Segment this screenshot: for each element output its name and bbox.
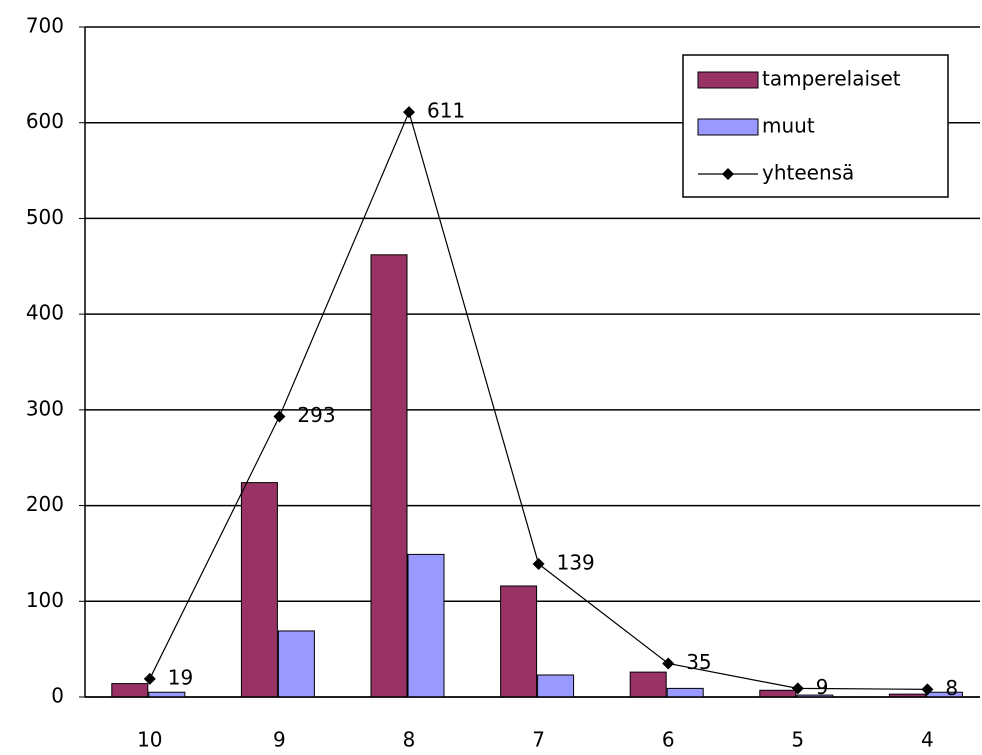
y-tick-label: 400 (26, 301, 64, 325)
marker (791, 682, 804, 695)
legend-label: tamperelaiset (762, 67, 901, 91)
y-tick-label: 300 (26, 396, 64, 420)
bar (537, 674, 575, 698)
x-tick-label: 5 (791, 728, 804, 752)
bar (277, 630, 315, 698)
data-label: 611 (427, 99, 465, 123)
y-tick-label: 600 (26, 109, 64, 133)
data-label: 139 (557, 550, 595, 574)
bar (500, 585, 538, 698)
x-tick-label: 8 (403, 728, 416, 752)
legend-label: yhteensä (762, 161, 854, 185)
data-label: 8 (945, 676, 958, 700)
data-label: 35 (686, 650, 711, 674)
data-label: 19 (168, 665, 193, 689)
legend-label: muut (762, 114, 815, 138)
x-tick-label: 7 (532, 728, 545, 752)
marker (273, 410, 286, 423)
bar (759, 689, 797, 698)
x-tick-label: 6 (662, 728, 675, 752)
bar (370, 254, 408, 698)
bar (629, 671, 667, 698)
y-tick-label: 0 (51, 684, 64, 708)
y-tick-label: 200 (26, 492, 64, 516)
marker (532, 557, 545, 570)
marker (921, 683, 934, 696)
legend-marker (722, 168, 734, 180)
bar (111, 683, 149, 698)
x-tick-label: 4 (921, 728, 934, 752)
data-label: 293 (297, 403, 335, 427)
marker (143, 672, 156, 685)
legend-swatch (697, 118, 759, 136)
x-tick-label: 10 (137, 728, 162, 752)
marks: 19 293 611 139 35 9 8 (85, 99, 980, 700)
y-tick-label: 500 (26, 205, 64, 229)
data-label: 9 (816, 675, 829, 699)
bar (666, 687, 704, 698)
legend: tamperelaiset muut yhteensä (682, 54, 949, 198)
marker (662, 657, 675, 670)
bar (240, 482, 278, 698)
x-tick-label: 9 (273, 728, 286, 752)
y-tick-label: 100 (26, 588, 64, 612)
legend-swatch (697, 71, 759, 89)
marker (403, 106, 415, 119)
grid: 0 100 200 300 400 500 600 700 10 9 8 7 6 5 4 (26, 14, 980, 752)
y-tick-label: 700 (26, 14, 64, 38)
bar (407, 553, 445, 698)
